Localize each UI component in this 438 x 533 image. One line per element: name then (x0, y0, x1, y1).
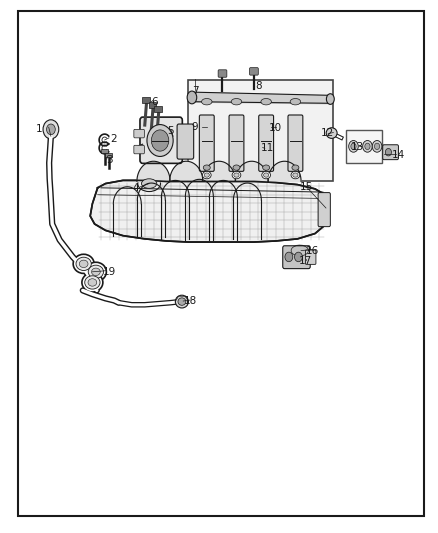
Polygon shape (235, 161, 268, 181)
Circle shape (363, 141, 372, 152)
Text: 4: 4 (133, 183, 139, 193)
FancyBboxPatch shape (318, 192, 330, 227)
Circle shape (285, 252, 293, 262)
FancyBboxPatch shape (154, 106, 162, 112)
Text: 18: 18 (184, 296, 197, 306)
Ellipse shape (138, 175, 160, 191)
Ellipse shape (326, 128, 337, 139)
Ellipse shape (79, 260, 88, 268)
Ellipse shape (175, 295, 188, 308)
Circle shape (46, 124, 55, 135)
FancyBboxPatch shape (106, 153, 113, 157)
FancyBboxPatch shape (259, 115, 274, 171)
FancyBboxPatch shape (142, 98, 150, 103)
Circle shape (372, 141, 382, 152)
FancyBboxPatch shape (149, 102, 156, 108)
Ellipse shape (290, 99, 300, 105)
Text: 5: 5 (168, 126, 174, 136)
Text: 17: 17 (299, 256, 312, 266)
Circle shape (294, 252, 302, 262)
Ellipse shape (231, 99, 242, 105)
FancyBboxPatch shape (288, 115, 303, 171)
FancyBboxPatch shape (305, 250, 316, 264)
Ellipse shape (204, 173, 209, 177)
Ellipse shape (264, 173, 269, 177)
Text: 2: 2 (110, 134, 117, 144)
Text: 11: 11 (261, 143, 274, 154)
Text: 15: 15 (300, 182, 313, 192)
Ellipse shape (202, 171, 211, 179)
Ellipse shape (85, 262, 106, 281)
Ellipse shape (232, 171, 241, 179)
Circle shape (365, 143, 370, 150)
Ellipse shape (201, 99, 212, 105)
Circle shape (147, 125, 173, 157)
Polygon shape (170, 161, 203, 181)
Bar (188, 80, 332, 181)
Ellipse shape (73, 254, 94, 273)
Ellipse shape (82, 273, 103, 292)
Ellipse shape (203, 165, 210, 170)
FancyBboxPatch shape (283, 246, 310, 269)
Polygon shape (291, 245, 308, 256)
Text: 8: 8 (255, 81, 261, 91)
FancyBboxPatch shape (199, 115, 214, 171)
Text: 13: 13 (351, 142, 364, 152)
Bar (346, 131, 382, 164)
Ellipse shape (326, 94, 334, 104)
Polygon shape (90, 180, 328, 242)
Ellipse shape (292, 165, 299, 170)
Ellipse shape (291, 171, 300, 179)
Ellipse shape (187, 91, 197, 104)
Ellipse shape (293, 173, 298, 177)
Ellipse shape (263, 165, 270, 170)
Text: 14: 14 (392, 150, 405, 160)
Ellipse shape (234, 173, 239, 177)
Text: 9: 9 (192, 122, 198, 132)
Text: 19: 19 (102, 267, 116, 277)
Text: 10: 10 (268, 123, 282, 133)
FancyBboxPatch shape (229, 115, 244, 171)
Text: 3: 3 (106, 155, 112, 165)
Ellipse shape (92, 268, 100, 276)
Ellipse shape (88, 279, 97, 286)
FancyBboxPatch shape (134, 130, 145, 138)
Ellipse shape (141, 179, 157, 188)
Text: 1: 1 (36, 124, 42, 134)
Text: 16: 16 (306, 246, 319, 255)
Circle shape (151, 130, 169, 151)
Circle shape (351, 143, 356, 150)
FancyBboxPatch shape (250, 68, 258, 75)
Circle shape (385, 149, 392, 156)
Ellipse shape (261, 99, 272, 105)
Text: 7: 7 (192, 86, 198, 96)
Circle shape (43, 120, 59, 139)
Text: 12: 12 (321, 127, 334, 138)
Ellipse shape (85, 276, 100, 289)
Polygon shape (137, 161, 170, 181)
Text: 6: 6 (151, 96, 158, 107)
FancyBboxPatch shape (383, 145, 399, 160)
FancyBboxPatch shape (101, 149, 108, 154)
Polygon shape (202, 161, 236, 181)
Ellipse shape (262, 171, 271, 179)
Ellipse shape (178, 298, 186, 305)
FancyBboxPatch shape (177, 124, 194, 159)
FancyBboxPatch shape (218, 70, 227, 77)
Ellipse shape (233, 165, 240, 170)
Circle shape (349, 141, 358, 152)
FancyBboxPatch shape (140, 117, 182, 164)
Circle shape (374, 143, 380, 150)
Polygon shape (268, 161, 301, 181)
Ellipse shape (88, 265, 103, 278)
FancyBboxPatch shape (134, 146, 145, 154)
Ellipse shape (76, 257, 91, 270)
